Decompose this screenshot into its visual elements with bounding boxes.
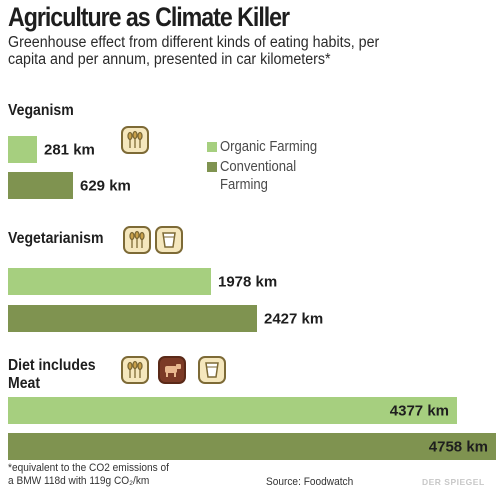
- legend-swatch-conventional: [207, 162, 217, 172]
- bar-organic-1: [8, 268, 211, 295]
- legend-label-conventional-line1: Conventional: [220, 159, 297, 175]
- wheat-icon: [123, 226, 151, 254]
- footnote-line1: *equivalent to the CO2 emissions of: [8, 462, 169, 474]
- footnote-line2: a BMW 118d with 119g CO₂/km: [8, 474, 150, 487]
- legend-label-organic: Organic Farming: [220, 139, 318, 155]
- footnote: *equivalent to the CO2 emissions of a BM…: [8, 462, 284, 487]
- publisher-credit: DER SPIEGEL: [422, 477, 485, 487]
- wheat-icon: [121, 126, 149, 154]
- group-label-meat-line1: Diet includes: [8, 357, 96, 374]
- chart-title: Agriculture as Climate Killer: [8, 2, 290, 32]
- data-label-conventional-1: 2427 km: [264, 311, 323, 328]
- cow-icon: [158, 356, 186, 384]
- bar-conventional-0: [8, 172, 73, 199]
- chart-subtitle: Greenhouse effect from different kinds o…: [8, 34, 380, 68]
- data-label-organic-2: 4377 km: [390, 403, 449, 420]
- legend-swatch-organic: [207, 142, 217, 152]
- legend-label-conventional-line2: Farming: [220, 177, 268, 193]
- group-label-vegetarianism: Vegetarianism: [8, 230, 104, 247]
- data-label-organic-0: 281 km: [44, 142, 95, 159]
- glass-icon: [155, 226, 183, 254]
- data-label-conventional-0: 629 km: [80, 178, 131, 195]
- glass-icon: [198, 356, 226, 384]
- data-label-conventional-2: 4758 km: [429, 439, 488, 456]
- group-label-meat-line2: Meat: [8, 375, 41, 392]
- bar-conventional-1: [8, 305, 257, 332]
- data-label-organic-1: 1978 km: [218, 274, 277, 291]
- bar-conventional-2: [8, 433, 496, 460]
- bar-organic-2: [8, 397, 457, 424]
- bar-organic-0: [8, 136, 37, 163]
- source-text: Source: Foodwatch: [266, 476, 354, 488]
- wheat-icon: [121, 356, 149, 384]
- group-label-veganism: Veganism: [8, 102, 74, 119]
